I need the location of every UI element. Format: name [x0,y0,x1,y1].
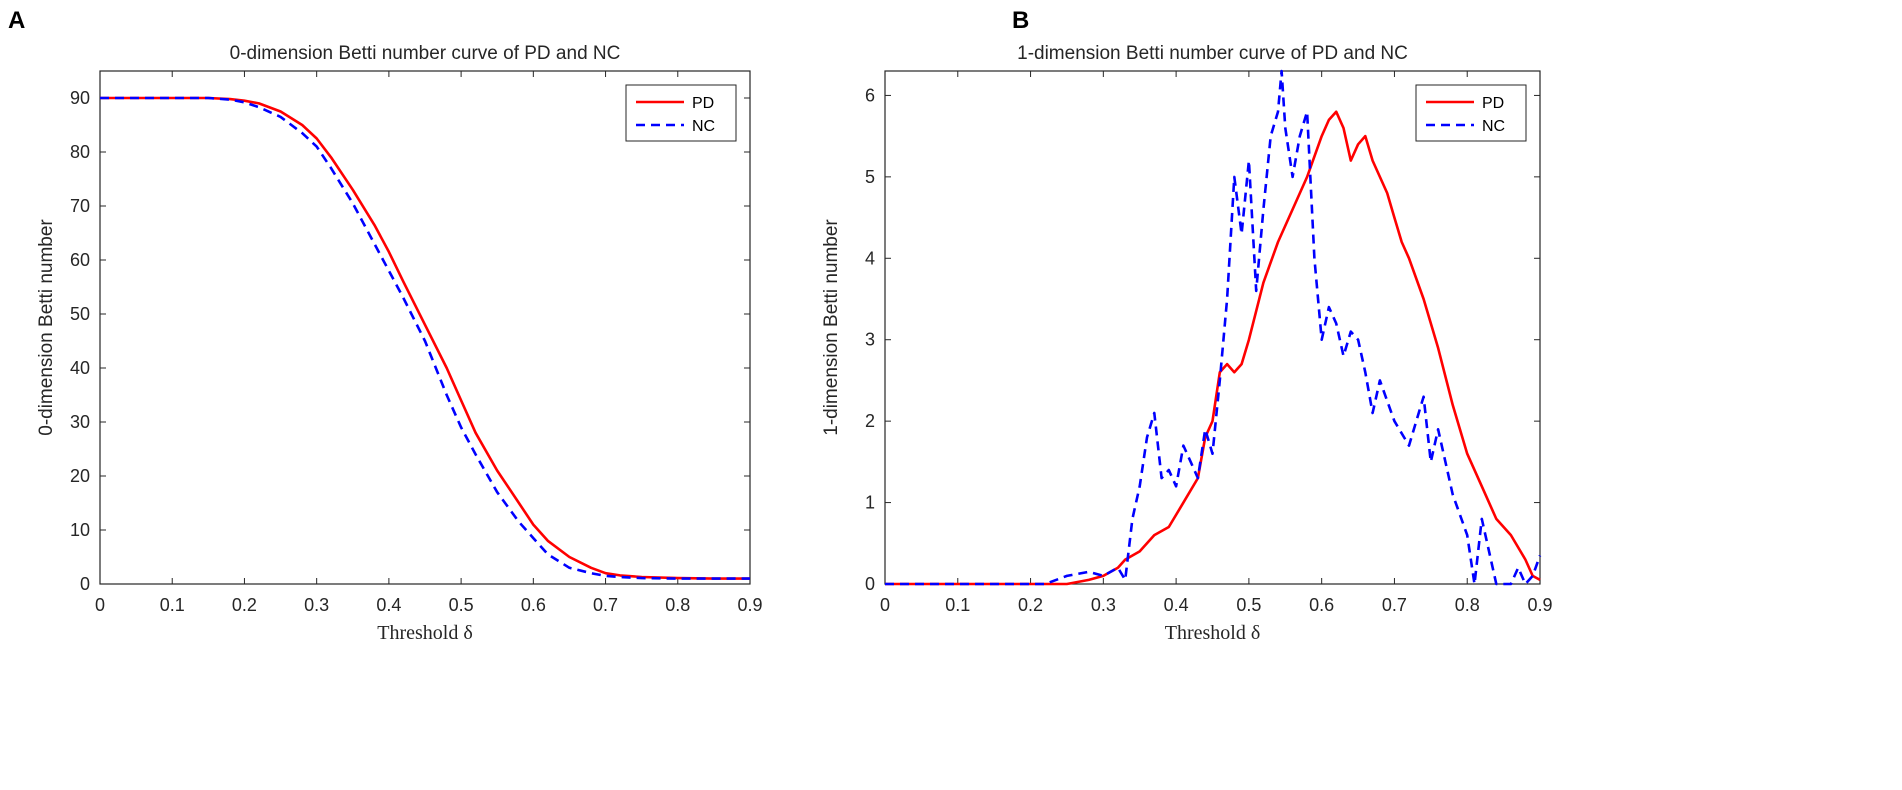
chart-a-ytick-labels: 0 10 20 30 40 50 60 70 80 90 [70,88,90,594]
chart-a-xtick-label: 0.3 [304,595,329,615]
chart-b-legend-nc-label: NC [1482,118,1505,135]
chart-a-xtick-labels: 0 0.1 0.2 0.3 0.4 0.5 0.6 0.7 0.8 0.9 [95,595,763,615]
chart-a-legend-box [625,84,737,142]
chart-a-ytick-label: 50 [70,304,90,324]
chart-b-xtick-label: 0.4 [1164,595,1189,615]
chart-b-xtick-label: 0.3 [1091,595,1116,615]
chart-a-xtick-label: 0.6 [521,595,546,615]
chart-b-title: 1-dimension Betti number curve of PD and… [1017,43,1408,64]
chart-b-ylabel: 1-dimension Betti number [821,219,842,436]
chart-a-xlabel: Threshold δ [377,622,473,644]
chart-b-series-nc [885,69,1542,586]
chart-a-ytick-label: 80 [70,142,90,162]
chart-b-xtick-label: 0 [880,595,890,615]
chart-b-xtick-label: 0.9 [1527,595,1552,615]
chart-a-xtick-label: 0 [95,595,105,615]
chart-a-xtick-label: 0.9 [737,595,762,615]
chart-a-ytick-label: 20 [70,466,90,486]
chart-a-ytick-label: 40 [70,358,90,378]
chart-a-series [100,96,750,580]
chart-a-series-nc [100,96,750,580]
chart-a-ytick-label: 70 [70,196,90,216]
chart-panel-a: 0-dimension Betti number curve of PD and… [36,43,763,644]
chart-a-ytick-label: 30 [70,412,90,432]
chart-b-series [885,69,1542,586]
chart-a-xtick-label: 0.7 [593,595,618,615]
chart-b-legend: PD NC [1415,84,1527,142]
chart-b-ytick-labels: 0 1 2 3 4 5 6 [865,85,875,594]
chart-b-xtick-label: 0.7 [1382,595,1407,615]
chart-panel-b: 1-dimension Betti number curve of PD and… [821,43,1553,644]
chart-b-series-pd [885,110,1541,586]
chart-b-xtick-label: 0.8 [1455,595,1480,615]
chart-a-ytick-label: 10 [70,520,90,540]
chart-a-series-pd [100,96,750,580]
chart-a-legend: PD NC [625,84,737,142]
chart-b-xtick-label: 0.1 [945,595,970,615]
chart-b-legend-pd-label: PD [1482,95,1504,112]
chart-b-plot-area [884,70,1541,585]
chart-a-legend-nc-label: NC [692,118,715,135]
chart-a-ticks [99,71,751,585]
chart-b-ytick-label: 0 [865,574,875,594]
chart-b-ytick-label: 3 [865,330,875,350]
chart-a-xtick-label: 0.5 [449,595,474,615]
chart-a-ytick-label: 60 [70,250,90,270]
chart-b-ytick-label: 4 [865,248,875,268]
chart-b-ytick-label: 1 [865,493,875,513]
chart-b-ytick-label: 2 [865,411,875,431]
chart-a-legend-pd-label: PD [692,95,714,112]
chart-a-ytick-label: 0 [80,574,90,594]
chart-b-xlabel: Threshold δ [1165,622,1261,644]
chart-b-xtick-label: 0.5 [1236,595,1261,615]
chart-b-xtick-label: 0.6 [1309,595,1334,615]
chart-b-ytick-label: 6 [865,85,875,105]
chart-b-legend-box [1415,84,1527,142]
chart-a-title: 0-dimension Betti number curve of PD and… [230,43,621,64]
chart-a-ylabel: 0-dimension Betti number [36,219,57,436]
chart-a-xtick-label: 0.8 [665,595,690,615]
chart-b-ytick-label: 5 [865,167,875,187]
chart-b-xtick-labels: 0 0.1 0.2 0.3 0.4 0.5 0.6 0.7 0.8 0.9 [880,595,1553,615]
panel-letter-b: B [1012,7,1029,34]
chart-a-ytick-label: 90 [70,88,90,108]
chart-a-xtick-label: 0.1 [160,595,185,615]
chart-a-xtick-label: 0.4 [376,595,401,615]
chart-a-xtick-label: 0.2 [232,595,257,615]
chart-b-xtick-label: 0.2 [1018,595,1043,615]
panel-letter-a: A [8,7,25,34]
